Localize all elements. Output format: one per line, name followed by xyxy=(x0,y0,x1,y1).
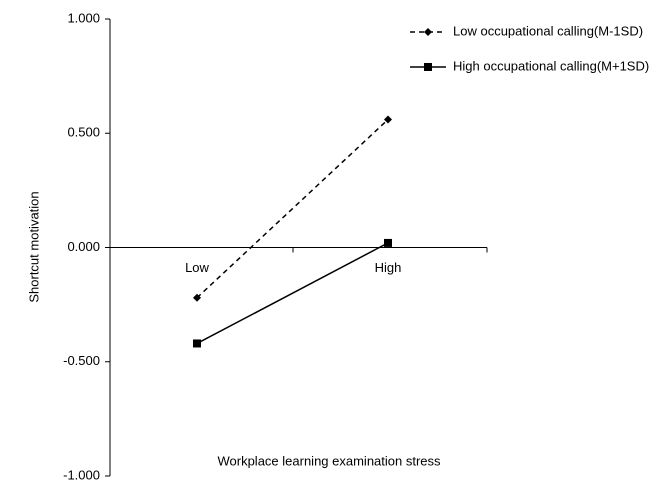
marker xyxy=(424,63,432,71)
x-tick-label: High xyxy=(375,260,402,275)
y-axis-label: Shortcut motivation xyxy=(26,191,41,302)
marker xyxy=(193,293,201,302)
series-line xyxy=(196,118,389,299)
legend-label: High occupational calling(M+1SD) xyxy=(453,58,649,73)
y-tick-label: 0.500 xyxy=(67,125,100,140)
y-tick-label: 0.000 xyxy=(67,239,100,254)
marker xyxy=(384,238,392,247)
x-axis-label: Workplace learning examination stress xyxy=(217,453,441,468)
y-tick-label: 1.000 xyxy=(67,10,100,25)
y-tick-label: -1.000 xyxy=(63,467,100,482)
marker xyxy=(384,115,392,124)
marker xyxy=(424,28,432,36)
series-line xyxy=(196,242,389,345)
marker xyxy=(193,339,201,348)
legend-label: Low occupational calling(M-1SD) xyxy=(453,23,643,38)
x-tick-label: Low xyxy=(185,260,209,275)
y-tick-label: -0.500 xyxy=(63,353,100,368)
